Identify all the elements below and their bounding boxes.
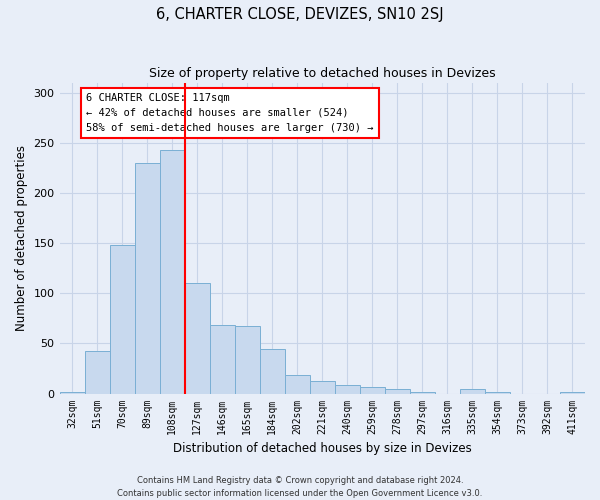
Bar <box>59 392 85 394</box>
Title: Size of property relative to detached houses in Devizes: Size of property relative to detached ho… <box>149 68 496 80</box>
Bar <box>560 392 585 394</box>
X-axis label: Distribution of detached houses by size in Devizes: Distribution of detached houses by size … <box>173 442 472 455</box>
Bar <box>235 326 260 394</box>
Text: 6 CHARTER CLOSE: 117sqm
← 42% of detached houses are smaller (524)
58% of semi-d: 6 CHARTER CLOSE: 117sqm ← 42% of detache… <box>86 93 373 132</box>
Bar <box>209 326 235 394</box>
Bar <box>410 392 435 394</box>
Y-axis label: Number of detached properties: Number of detached properties <box>15 146 28 332</box>
Bar <box>460 388 485 394</box>
Text: Contains HM Land Registry data © Crown copyright and database right 2024.
Contai: Contains HM Land Registry data © Crown c… <box>118 476 482 498</box>
Bar <box>260 350 285 394</box>
Bar <box>485 392 510 394</box>
Bar <box>360 386 385 394</box>
Bar <box>285 374 310 394</box>
Bar <box>110 246 134 394</box>
Bar <box>185 284 209 394</box>
Bar <box>134 163 160 394</box>
Bar <box>160 150 185 394</box>
Bar <box>85 352 110 394</box>
Bar <box>310 380 335 394</box>
Bar <box>335 384 360 394</box>
Text: 6, CHARTER CLOSE, DEVIZES, SN10 2SJ: 6, CHARTER CLOSE, DEVIZES, SN10 2SJ <box>156 8 444 22</box>
Bar <box>385 388 410 394</box>
